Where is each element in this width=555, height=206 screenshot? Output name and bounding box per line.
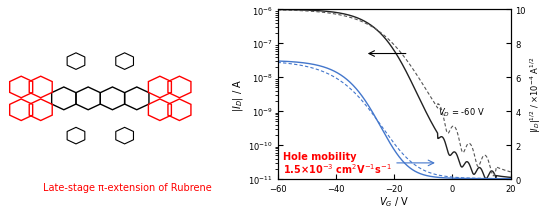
Text: Late-stage π-extension of Rubrene: Late-stage π-extension of Rubrene (43, 182, 212, 192)
Y-axis label: $|I_D|^{1/2}$ / ×10$^{-4}$ A$^{1/2}$: $|I_D|^{1/2}$ / ×10$^{-4}$ A$^{1/2}$ (529, 57, 543, 133)
Text: Hole mobility: Hole mobility (283, 151, 357, 161)
Text: 1.5×10$^{-3}$ cm$^2$V$^{-1}$s$^{-1}$: 1.5×10$^{-3}$ cm$^2$V$^{-1}$s$^{-1}$ (283, 162, 392, 175)
Text: $V_D$ = -60 V: $V_D$ = -60 V (438, 106, 485, 118)
Y-axis label: $|I_D|$ / A: $|I_D|$ / A (231, 78, 245, 111)
X-axis label: $V_G$ / V: $V_G$ / V (379, 194, 409, 206)
